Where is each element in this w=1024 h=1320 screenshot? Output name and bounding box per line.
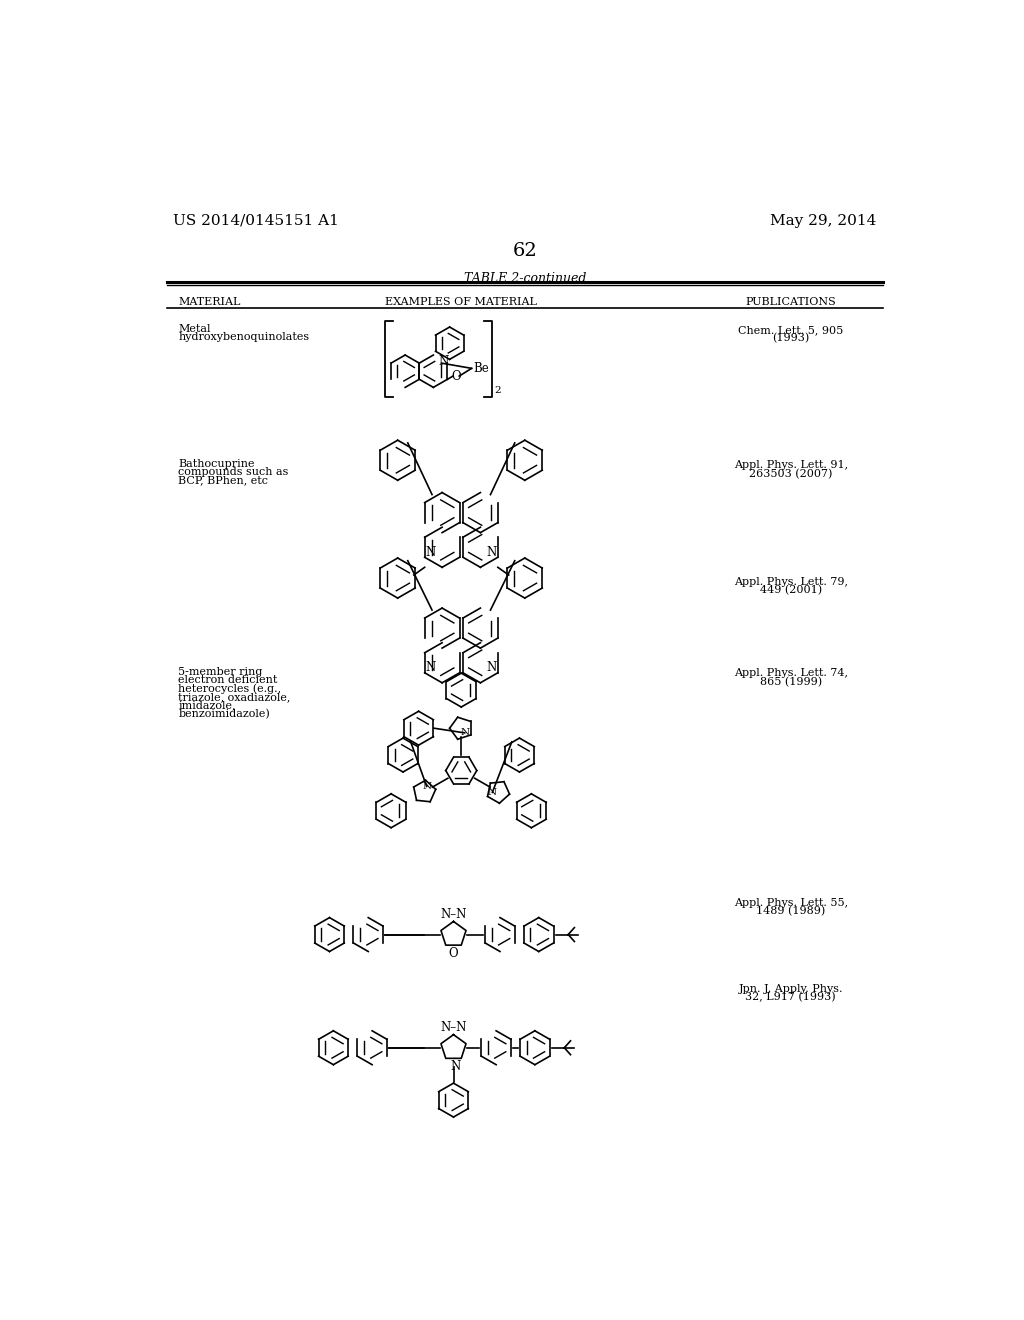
Text: PUBLICATIONS: PUBLICATIONS (745, 297, 836, 308)
Text: EXAMPLES OF MATERIAL: EXAMPLES OF MATERIAL (385, 297, 538, 308)
Text: O: O (449, 946, 459, 960)
Text: 2: 2 (495, 385, 501, 395)
Text: 865 (1999): 865 (1999) (760, 677, 821, 686)
Text: N: N (460, 729, 469, 738)
Text: N: N (486, 545, 497, 558)
Text: BCP, BPhen, etc: BCP, BPhen, etc (178, 475, 268, 486)
Text: 263503 (2007): 263503 (2007) (749, 469, 833, 479)
Text: Metal: Metal (178, 323, 211, 334)
Text: Chem. Lett. 5, 905: Chem. Lett. 5, 905 (738, 325, 843, 335)
Text: N: N (486, 661, 497, 675)
Text: N–N: N–N (440, 908, 467, 921)
Text: compounds such as: compounds such as (178, 467, 289, 477)
Text: N: N (450, 1060, 460, 1073)
Text: N–N: N–N (440, 1022, 467, 1035)
Text: US 2014/0145151 A1: US 2014/0145151 A1 (173, 214, 339, 228)
Text: May 29, 2014: May 29, 2014 (770, 214, 877, 228)
Text: Appl. Phys. Lett. 74,: Appl. Phys. Lett. 74, (733, 668, 848, 678)
Text: electron deficient: electron deficient (178, 675, 278, 685)
Text: 449 (2001): 449 (2001) (760, 585, 821, 595)
Text: N: N (438, 355, 449, 368)
Text: 5-member ring: 5-member ring (178, 667, 263, 677)
Text: 62: 62 (512, 242, 538, 260)
Text: heterocycles (e.g.,: heterocycles (e.g., (178, 684, 282, 694)
Text: Appl. Phys. Lett. 91,: Appl. Phys. Lett. 91, (733, 461, 848, 470)
Text: N: N (487, 788, 497, 797)
Text: Appl. Phys. Lett. 79,: Appl. Phys. Lett. 79, (733, 577, 848, 586)
Text: Jpn. J. Apply. Phys.: Jpn. J. Apply. Phys. (738, 983, 843, 994)
Text: TABLE 2-continued: TABLE 2-continued (464, 272, 586, 285)
Text: Bathocuprine: Bathocuprine (178, 459, 255, 469)
Text: triazole, oxadiazole,: triazole, oxadiazole, (178, 692, 291, 702)
Text: O: O (452, 370, 461, 383)
Text: imidazole,: imidazole, (178, 701, 236, 710)
Text: N: N (426, 661, 436, 675)
Text: MATERIAL: MATERIAL (178, 297, 241, 308)
Text: 32, L917 (1993): 32, L917 (1993) (745, 993, 836, 1003)
Text: N: N (422, 781, 431, 791)
Text: benzoimidazole): benzoimidazole) (178, 709, 270, 719)
Text: N: N (426, 545, 436, 558)
Text: Be: Be (473, 362, 488, 375)
Text: hydroxybenoquinolates: hydroxybenoquinolates (178, 333, 309, 342)
Text: (1993): (1993) (772, 333, 809, 343)
Text: Appl. Phys. Lett. 55,: Appl. Phys. Lett. 55, (733, 898, 848, 908)
Text: 1489 (1989): 1489 (1989) (756, 906, 825, 916)
